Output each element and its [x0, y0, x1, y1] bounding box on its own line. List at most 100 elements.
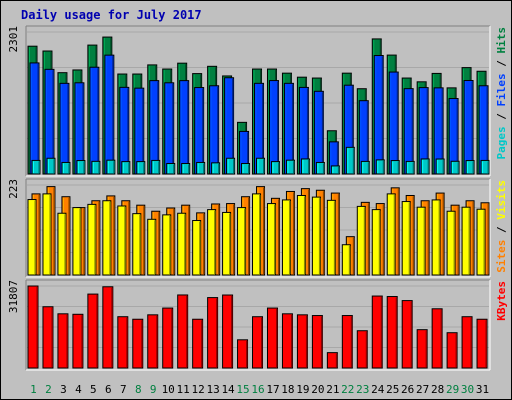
bar-pages	[405, 160, 415, 175]
bar-sites	[42, 193, 52, 276]
bar-kbytes	[266, 307, 278, 369]
day-4-bars	[72, 207, 86, 276]
bar-files	[179, 80, 190, 175]
bar-sites	[252, 193, 262, 276]
y-max-label: 31807	[7, 280, 20, 313]
day-12-bars	[192, 73, 206, 175]
x-tick-label: 1	[30, 383, 37, 396]
bar-kbytes	[117, 316, 129, 369]
day-1-bars	[27, 193, 41, 276]
day-27-bars	[416, 200, 430, 276]
day-11-bars	[177, 294, 189, 369]
y-max-label: 223	[7, 179, 20, 199]
day-7-bars	[117, 316, 129, 369]
day-6-bars	[102, 36, 116, 175]
bar-pages	[450, 160, 460, 175]
x-tick-label: 29	[446, 383, 459, 396]
bar-files	[268, 80, 279, 175]
day-12-bars	[192, 318, 204, 369]
bar-sites	[102, 200, 112, 276]
bar-files	[89, 66, 100, 175]
bar-sites	[162, 214, 172, 276]
day-15-bars	[237, 121, 251, 175]
bar-sites	[87, 203, 97, 276]
day-8-bars	[132, 73, 146, 175]
legend-entry: Visits	[495, 180, 508, 220]
day-29-bars	[446, 332, 458, 369]
bar-kbytes	[296, 314, 308, 369]
bar-sites	[446, 210, 456, 276]
day-8-bars	[132, 318, 144, 369]
bar-kbytes	[311, 315, 323, 369]
day-19-bars	[296, 76, 310, 175]
bar-kbytes	[476, 318, 488, 369]
day-27-bars	[416, 81, 430, 175]
legend-entry: /	[495, 107, 508, 127]
bar-sites	[326, 199, 336, 276]
bar-pages	[121, 161, 131, 175]
bar-files	[463, 80, 474, 175]
day-13-bars	[207, 203, 221, 276]
bar-pages	[256, 157, 266, 175]
bar-pages	[31, 159, 41, 175]
day-13-bars	[207, 65, 221, 175]
bar-files	[388, 71, 399, 175]
bar-files	[59, 82, 70, 175]
bar-sites	[476, 208, 486, 276]
x-tick-label: 4	[75, 383, 82, 396]
bar-sites	[117, 205, 127, 276]
day-4-bars	[72, 69, 86, 175]
x-tick-label: 24	[371, 383, 385, 396]
day-17-bars	[266, 197, 280, 276]
day-10-bars	[162, 207, 176, 276]
bar-pages	[345, 146, 355, 175]
bar-kbytes	[192, 318, 204, 369]
x-tick-label: 11	[177, 383, 190, 396]
day-4-bars	[72, 313, 84, 369]
panel-hits-files-pages: 2301 Pages / Files / Hits	[7, 25, 508, 177]
x-tick-label: 19	[296, 383, 309, 396]
day-29-bars	[446, 87, 460, 175]
bar-sites	[266, 203, 276, 276]
bar-sites	[72, 207, 82, 276]
bar-kbytes	[341, 315, 353, 369]
day-26-bars	[401, 194, 415, 276]
day-9-bars	[147, 210, 161, 276]
x-tick-label: 8	[135, 383, 142, 396]
day-30-bars	[461, 316, 473, 369]
x-tick-label: 25	[386, 383, 399, 396]
panel-kbytes: 31807 KBytes	[7, 279, 508, 371]
day-18-bars	[281, 313, 293, 369]
bar-files	[104, 54, 115, 175]
day-3-bars	[57, 196, 71, 276]
bar-kbytes	[177, 294, 189, 369]
day-1-bars	[27, 45, 41, 175]
day-9-bars	[147, 314, 159, 369]
bar-pages	[300, 158, 310, 175]
bar-pages	[91, 160, 101, 175]
day-10-bars	[162, 307, 174, 369]
x-tick-label: 20	[311, 383, 324, 396]
bar-kbytes	[147, 314, 159, 369]
x-tick-label: 13	[206, 383, 219, 396]
bar-sites	[222, 211, 232, 276]
day-24-bars	[371, 295, 383, 369]
day-24-bars	[371, 203, 385, 276]
bar-sites	[27, 199, 37, 276]
day-14-bars	[222, 75, 236, 175]
bar-kbytes	[222, 294, 234, 369]
bar-pages	[375, 159, 385, 175]
day-23-bars	[356, 201, 370, 276]
x-tick-label: 7	[120, 383, 127, 396]
day-25-bars	[386, 296, 398, 369]
day-7-bars	[117, 73, 131, 175]
bar-kbytes	[57, 313, 69, 369]
bar-pages	[330, 165, 340, 175]
day-6-bars	[102, 286, 114, 369]
day-26-bars	[401, 77, 415, 175]
day-18-bars	[281, 190, 295, 276]
bar-sites	[311, 196, 321, 276]
legend-entry: Hits	[495, 27, 508, 54]
x-tick-label: 2	[45, 383, 52, 396]
